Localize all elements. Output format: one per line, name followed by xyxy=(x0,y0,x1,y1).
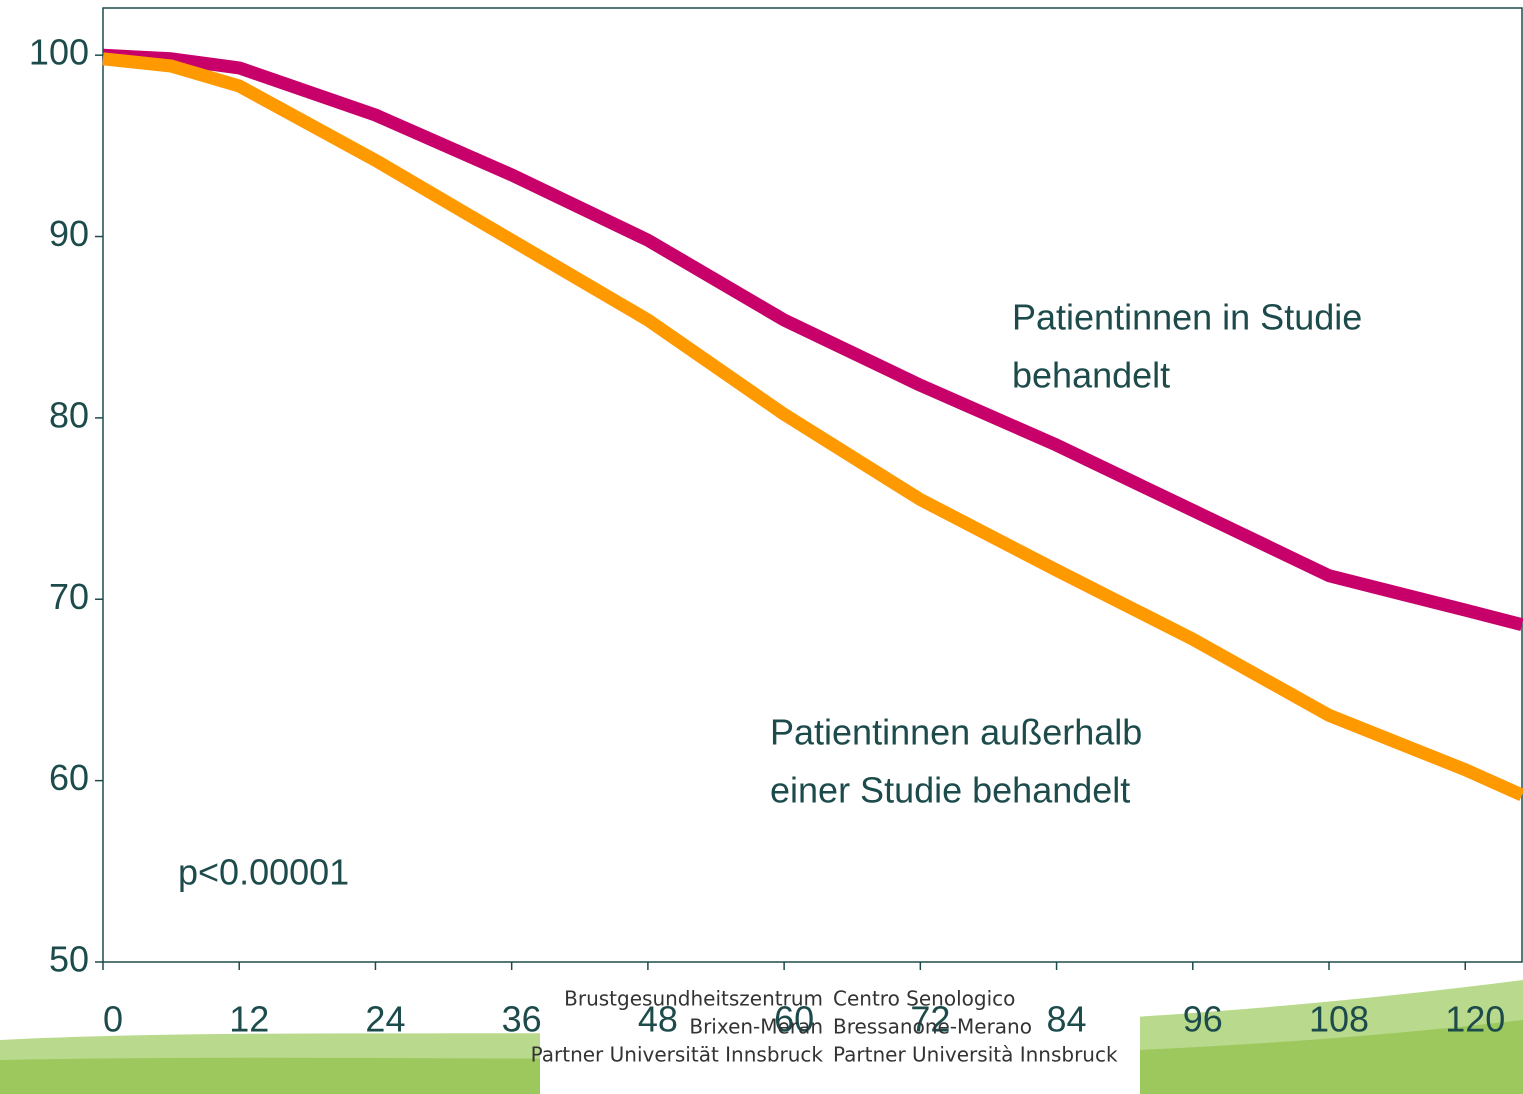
x-tick-label: 12 xyxy=(229,999,269,1040)
logo-box xyxy=(540,982,1140,1094)
footer-text: Centro Senologico xyxy=(833,987,1015,1011)
x-tick-label: 84 xyxy=(1047,999,1087,1040)
footer-text: Bressanone-Merano xyxy=(833,1015,1032,1039)
annotation: behandelt xyxy=(1012,355,1170,396)
plot-frame xyxy=(102,7,1523,963)
footer-text: Brixen-Meran xyxy=(689,1015,823,1039)
y-tick-label: 80 xyxy=(49,394,89,435)
annotation: einer Studie behandelt xyxy=(770,770,1130,811)
x-tick-label: 96 xyxy=(1183,999,1223,1040)
x-tick-label: 0 xyxy=(103,999,123,1040)
footer-text: Partner Università Innsbruck xyxy=(833,1043,1118,1067)
x-tick-label: 120 xyxy=(1445,999,1505,1040)
line-series xyxy=(102,52,1523,802)
y-tick-label: 100 xyxy=(29,32,89,73)
y-tick-label: 90 xyxy=(49,213,89,254)
x-tick-label: 72 xyxy=(910,999,950,1040)
annotation: Patientinnen außerhalb xyxy=(770,712,1142,753)
background-swoosh xyxy=(0,1020,1523,1094)
annotation: Patientinnen in Studie xyxy=(1012,297,1362,338)
x-tick-label: 36 xyxy=(502,999,542,1040)
x-tick-label: 48 xyxy=(638,999,678,1040)
line-series xyxy=(102,48,1523,631)
annotation: p<0.00001 xyxy=(178,852,349,893)
x-tick-label: 24 xyxy=(365,999,405,1040)
y-tick-label: 70 xyxy=(49,576,89,617)
x-tick-label: 108 xyxy=(1309,999,1369,1040)
footer-text: Brustgesundheitszentrum xyxy=(564,987,823,1011)
x-tick-label: 60 xyxy=(774,999,814,1040)
y-tick-label: 60 xyxy=(49,757,89,798)
y-tick-label: 50 xyxy=(49,939,89,980)
footer-text: Partner Universität Innsbruck xyxy=(531,1043,824,1067)
